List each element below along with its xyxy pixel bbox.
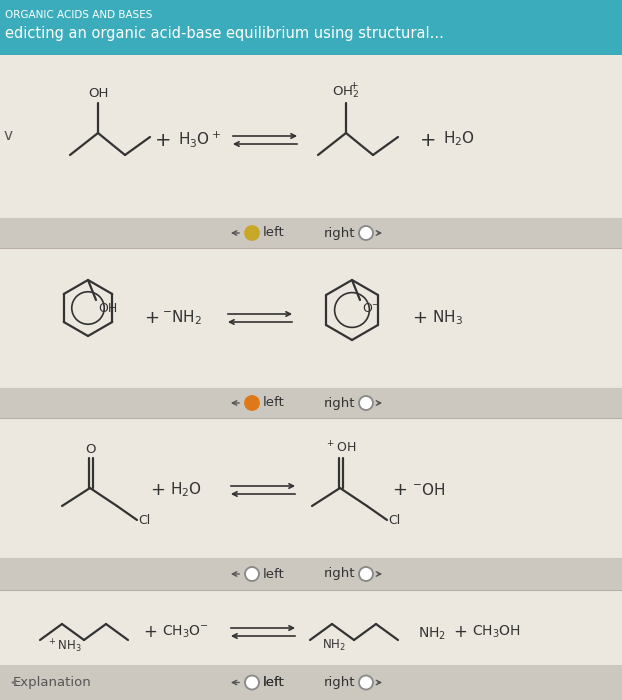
- Text: left: left: [263, 676, 285, 689]
- Text: $\mathregular{^{-}OH}$: $\mathregular{^{-}OH}$: [412, 482, 445, 498]
- Circle shape: [245, 567, 259, 581]
- Circle shape: [359, 396, 373, 410]
- Bar: [0, 665, 622, 700]
- Text: right: right: [323, 568, 355, 580]
- Text: $\mathregular{CH_3OH}$: $\mathregular{CH_3OH}$: [472, 624, 521, 641]
- Bar: [0, 388, 622, 418]
- Text: Explanation: Explanation: [12, 676, 91, 689]
- Text: $\mathregular{^+NH_3}$: $\mathregular{^+NH_3}$: [47, 638, 81, 655]
- Text: $\mathregular{OH_2}$: $\mathregular{OH_2}$: [332, 85, 360, 100]
- Text: left: left: [263, 396, 285, 410]
- Text: edicting an organic acid-base equilibrium using structural...: edicting an organic acid-base equilibriu…: [5, 26, 444, 41]
- Text: $\mathregular{H_2O}$: $\mathregular{H_2O}$: [443, 130, 475, 148]
- Bar: [0, 0, 622, 55]
- Text: +: +: [144, 309, 159, 327]
- Text: Cl: Cl: [388, 514, 400, 528]
- Text: $\mathregular{CH_3O^{-}}$: $\mathregular{CH_3O^{-}}$: [162, 624, 209, 641]
- Circle shape: [245, 396, 259, 410]
- Circle shape: [359, 226, 373, 240]
- Text: left: left: [263, 676, 285, 689]
- Text: v: v: [4, 127, 12, 143]
- Text: +: +: [392, 481, 407, 499]
- Circle shape: [245, 676, 259, 690]
- Circle shape: [359, 567, 373, 581]
- Text: right: right: [323, 676, 355, 689]
- Text: right: right: [323, 396, 355, 410]
- Text: left: left: [263, 227, 285, 239]
- Text: +: +: [143, 623, 157, 641]
- Text: O: O: [86, 443, 96, 456]
- Text: $\mathregular{H_2O}$: $\mathregular{H_2O}$: [170, 481, 202, 499]
- Text: +: +: [350, 81, 358, 91]
- Bar: [0, 558, 622, 590]
- Circle shape: [245, 226, 259, 240]
- Text: +: +: [453, 623, 467, 641]
- Bar: [0, 665, 622, 700]
- Text: $\mathregular{^+OH}$: $\mathregular{^+OH}$: [325, 441, 356, 456]
- Text: +: +: [151, 481, 165, 499]
- Circle shape: [359, 676, 373, 690]
- Text: left: left: [263, 568, 285, 580]
- Text: +: +: [420, 130, 436, 150]
- Text: $\mathregular{NH_2}$: $\mathregular{NH_2}$: [322, 638, 346, 653]
- Text: right: right: [323, 227, 355, 239]
- Text: +: +: [155, 130, 171, 150]
- Text: $\mathregular{O^{-}}$: $\mathregular{O^{-}}$: [362, 302, 380, 315]
- Text: $\mathregular{^{-}NH_2}$: $\mathregular{^{-}NH_2}$: [162, 309, 202, 328]
- Bar: [0, 218, 622, 248]
- Text: OH: OH: [98, 302, 118, 315]
- Text: $\mathregular{NH_2}$: $\mathregular{NH_2}$: [418, 626, 446, 642]
- Text: ORGANIC ACIDS AND BASES: ORGANIC ACIDS AND BASES: [5, 10, 152, 20]
- Text: $\mathregular{NH_3}$: $\mathregular{NH_3}$: [432, 309, 463, 328]
- Text: $\mathregular{H_3O^+}$: $\mathregular{H_3O^+}$: [178, 129, 221, 149]
- Text: +: +: [412, 309, 427, 327]
- Text: OH: OH: [88, 87, 108, 100]
- Text: Cl: Cl: [138, 514, 151, 528]
